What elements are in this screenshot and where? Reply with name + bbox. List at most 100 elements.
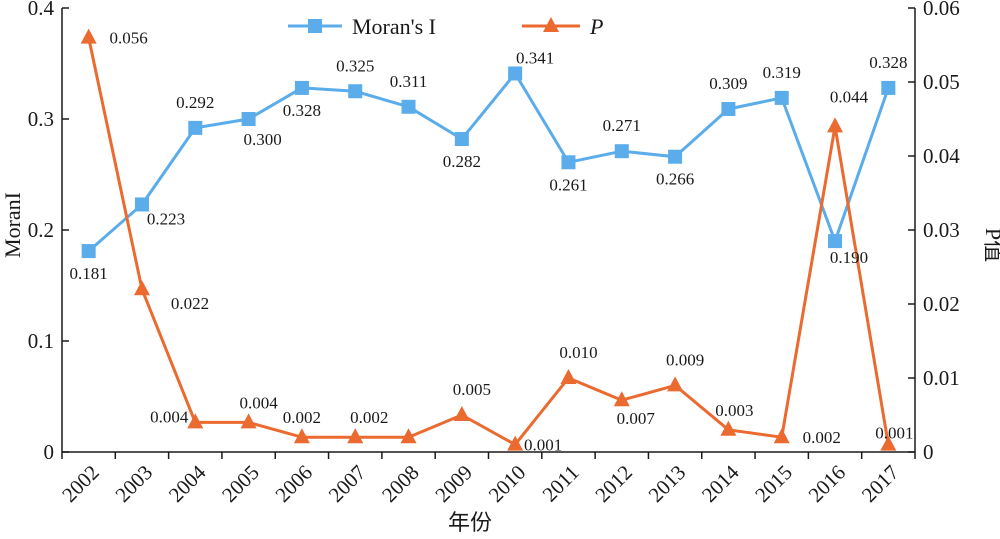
x-axis-title: 年份 [448,510,492,535]
legend-item-morans-i: Moran's I [288,14,436,39]
p-data-label: 0.002 [803,428,841,447]
legend-item-p: P [522,14,603,39]
morans-i-point [454,131,469,146]
right-y-tick-label: 0 [923,440,934,464]
p-point [827,117,844,133]
morans-i-line [87,71,890,253]
p-data-label: 0.001 [524,436,562,455]
morans-i-point [294,80,309,95]
p-data-label: 0.002 [283,408,321,427]
x-tick-label: 2015 [750,460,797,507]
x-tick-label: 2008 [377,460,424,507]
x-tick-label: 2013 [644,460,691,507]
right-y-tick-label: 0.05 [923,70,960,94]
right-y-tick-label: 0.03 [923,218,960,242]
p-point [560,369,577,384]
p-data-label: 0.056 [110,29,148,48]
morans-i-data-label: 0.282 [443,152,481,171]
right-y-axis-title: P值 [981,228,1000,262]
right-y-tick-label: 0.04 [923,144,960,168]
p-point [773,428,790,444]
morans-i-data-label: 0.328 [283,101,321,120]
x-tick-label: 2012 [590,460,637,507]
left-y-ticks: 0 0.1 0.2 0.3 0.4 [28,0,69,464]
morans-i-data-label: 0.328 [869,53,907,72]
left-y-tick-label: 0.3 [28,107,54,131]
right-y-ticks: 0 0.01 0.02 0.03 0.04 0.05 0.06 [908,0,960,464]
x-tick-label: 2002 [57,460,104,507]
p-point [667,376,684,392]
morans-i-data-label: 0.261 [549,175,587,194]
x-tick-label: 2006 [270,460,317,507]
p-point [240,413,257,429]
legend: Moran's I P [288,14,603,39]
x-tick-label: 2017 [857,460,904,507]
p-point [133,280,150,296]
legend-label-morans-i: Moran's I [352,14,436,39]
morans-i-point [828,234,843,249]
left-y-axis-title: MoranI [0,192,25,258]
left-y-tick-label: 0.4 [28,0,55,20]
morans-i-data-label: 0.271 [603,116,641,135]
x-tick-label: 2005 [217,460,264,507]
right-y-tick-label: 0.01 [923,366,960,390]
morans-i-point [348,84,363,99]
p-data-label: 0.004 [239,393,278,412]
morans-i-data-label: 0.311 [390,72,428,91]
x-tick-label: 2016 [804,460,851,507]
p-data-label: 0.022 [171,294,209,313]
p-point [720,420,737,436]
morans-i-data-label: 0.181 [70,264,108,283]
morans-i-data-label: 0.319 [763,63,801,82]
p-data-label: 0.001 [875,424,913,443]
morans-i-point [401,99,416,114]
morans-i-point [81,244,96,259]
morans-i-data-label: 0.300 [243,130,281,149]
x-tick-label: 2014 [697,460,744,507]
morans-i-data-label: 0.266 [656,170,694,189]
x-tick-label: 2010 [484,460,531,507]
legend-marker-morans-i [308,19,322,33]
p-data-label: 0.009 [666,350,704,369]
morans-i-point [721,102,736,117]
p-data-label: 0.003 [715,401,753,420]
morans-i-data-label: 0.223 [147,209,185,228]
morans-i-data-label: 0.292 [176,93,214,112]
left-y-tick-label: 0 [44,440,55,464]
p-point [80,28,97,44]
morans-i-point [668,149,683,164]
right-y-tick-label: 0.06 [923,0,960,20]
x-tick-label: 2007 [324,460,371,507]
x-tick-label: 2009 [430,460,477,507]
p-point [507,435,524,451]
x-tick-label: 2003 [110,460,157,507]
p-point [613,391,630,407]
morans-i-point [561,155,576,170]
p-data-label: 0.002 [350,408,388,427]
morans-i-point [241,112,256,126]
x-tick-label: 2011 [538,460,584,506]
left-y-tick-label: 0.1 [28,329,54,353]
legend-marker-p [543,17,559,32]
morans-i-point [134,197,149,212]
data-labels: 0.1810.2230.2920.3000.3280.3250.3110.282… [70,29,914,455]
p-point [347,428,364,444]
morans-i-data-label: 0.341 [516,48,554,67]
morans-i-data-label: 0.190 [830,248,868,267]
morans-i-point [188,120,203,135]
morans-i-point [881,80,896,95]
x-ticks: 2002 2003 2004 2005 2006 2007 2008 2009 2010 2011… [57,452,916,507]
p-point [453,406,470,421]
p-point [187,413,204,429]
p-data-label: 0.044 [830,87,869,106]
morans-i-point [614,144,629,159]
p-data-label: 0.010 [559,343,597,362]
p-data-label: 0.004 [150,407,189,426]
p-line [87,37,890,447]
p-data-label: 0.005 [453,380,491,399]
x-tick-label: 2004 [164,460,211,507]
left-y-tick-label: 0.2 [28,218,54,242]
p-point [293,428,310,444]
p-data-label: 0.007 [617,409,656,428]
